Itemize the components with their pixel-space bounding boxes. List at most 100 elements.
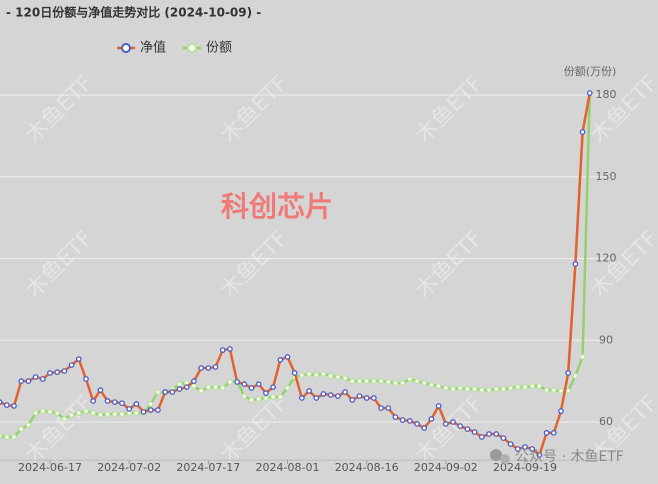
data-point: [522, 444, 528, 450]
data-point: [284, 354, 291, 360]
data-point: [11, 403, 17, 409]
data-point: [75, 356, 82, 362]
data-point: [162, 389, 169, 395]
legend-label[interactable]: 份额: [206, 41, 232, 56]
data-point: [176, 381, 183, 387]
data-point: [25, 378, 32, 384]
y-tick-label: 60: [599, 415, 613, 428]
x-tick-label: 2024-08-16: [335, 461, 399, 474]
data-point: [18, 426, 25, 432]
legend: 净值 份额: [117, 40, 232, 56]
data-point: [140, 409, 147, 415]
data-point: [565, 370, 572, 376]
data-point: [457, 423, 464, 429]
data-point: [219, 347, 226, 353]
data-point: [421, 425, 428, 431]
data-point: [507, 385, 514, 391]
data-point: [234, 379, 240, 385]
data-point: [270, 394, 276, 400]
data-point: [133, 401, 140, 407]
data-point: [68, 362, 75, 368]
data-point: [39, 376, 46, 382]
data-point: [442, 421, 449, 427]
data-point: [572, 261, 579, 267]
data-point: [205, 365, 212, 371]
data-point: [0, 399, 3, 405]
data-point: [104, 398, 111, 404]
data-point: [198, 365, 204, 371]
data-point: [61, 368, 68, 374]
data-point: [450, 419, 456, 425]
data-point: [263, 395, 269, 401]
data-point: [529, 446, 536, 452]
data-point: [414, 378, 420, 384]
data-point: [536, 452, 543, 458]
data-point: [313, 395, 320, 401]
data-point: [442, 385, 449, 391]
data-point: [291, 370, 298, 376]
data-point: [313, 372, 320, 378]
data-point: [371, 395, 377, 401]
data-point: [241, 393, 248, 399]
y-tick-label: 180: [596, 88, 617, 101]
legend-marker: [121, 43, 131, 53]
legend-label[interactable]: 净值: [140, 40, 166, 56]
data-point: [543, 387, 550, 393]
data-point: [385, 405, 392, 411]
data-point: [169, 389, 176, 395]
data-point: [507, 441, 514, 447]
data-point: [111, 399, 118, 405]
footer-text: 公众号 · 木鱼ETF: [515, 448, 624, 465]
data-point: [428, 382, 435, 388]
data-point: [356, 393, 363, 399]
data-point: [493, 386, 500, 392]
data-point: [3, 434, 10, 440]
data-point: [399, 417, 406, 423]
data-point: [399, 380, 406, 386]
y-axis-title: 份额(万份): [564, 65, 617, 78]
data-point: [356, 378, 363, 384]
data-point: [97, 387, 104, 393]
x-tick-label: 2024-07-02: [97, 461, 161, 474]
x-tick-label: 2024-09-19: [493, 461, 557, 474]
data-point: [371, 378, 377, 384]
data-point: [406, 376, 413, 382]
data-point: [263, 390, 269, 396]
legend-marker: [187, 43, 197, 53]
data-point: [406, 418, 413, 424]
data-point: [54, 369, 61, 375]
data-point: [97, 412, 104, 418]
data-point: [565, 388, 572, 394]
data-point: [471, 429, 478, 435]
data-point: [486, 431, 492, 437]
data-point: [558, 388, 564, 394]
data-point: [255, 381, 262, 387]
data-point: [270, 384, 276, 390]
data-point: [586, 90, 593, 96]
annotation: 科创芯片: [221, 190, 333, 223]
data-point: [342, 389, 348, 395]
data-point: [255, 396, 262, 402]
x-tick-label: 2024-09-02: [414, 461, 478, 474]
data-point: [428, 416, 435, 422]
footer-badge: 公众号 · 木鱼ETF: [490, 448, 624, 465]
data-point: [47, 409, 53, 415]
data-point: [155, 389, 161, 395]
data-point: [277, 394, 284, 400]
data-point: [378, 405, 384, 411]
data-point: [147, 401, 154, 407]
data-point: [514, 384, 521, 390]
data-point: [579, 354, 586, 360]
data-point: [39, 408, 46, 414]
data-point: [54, 410, 61, 416]
data-point: [299, 372, 305, 378]
data-point: [349, 397, 356, 403]
data-point: [277, 357, 284, 363]
data-point: [111, 411, 118, 417]
plot: [0, 90, 593, 458]
data-point: [500, 386, 507, 392]
data-point: [500, 435, 507, 441]
